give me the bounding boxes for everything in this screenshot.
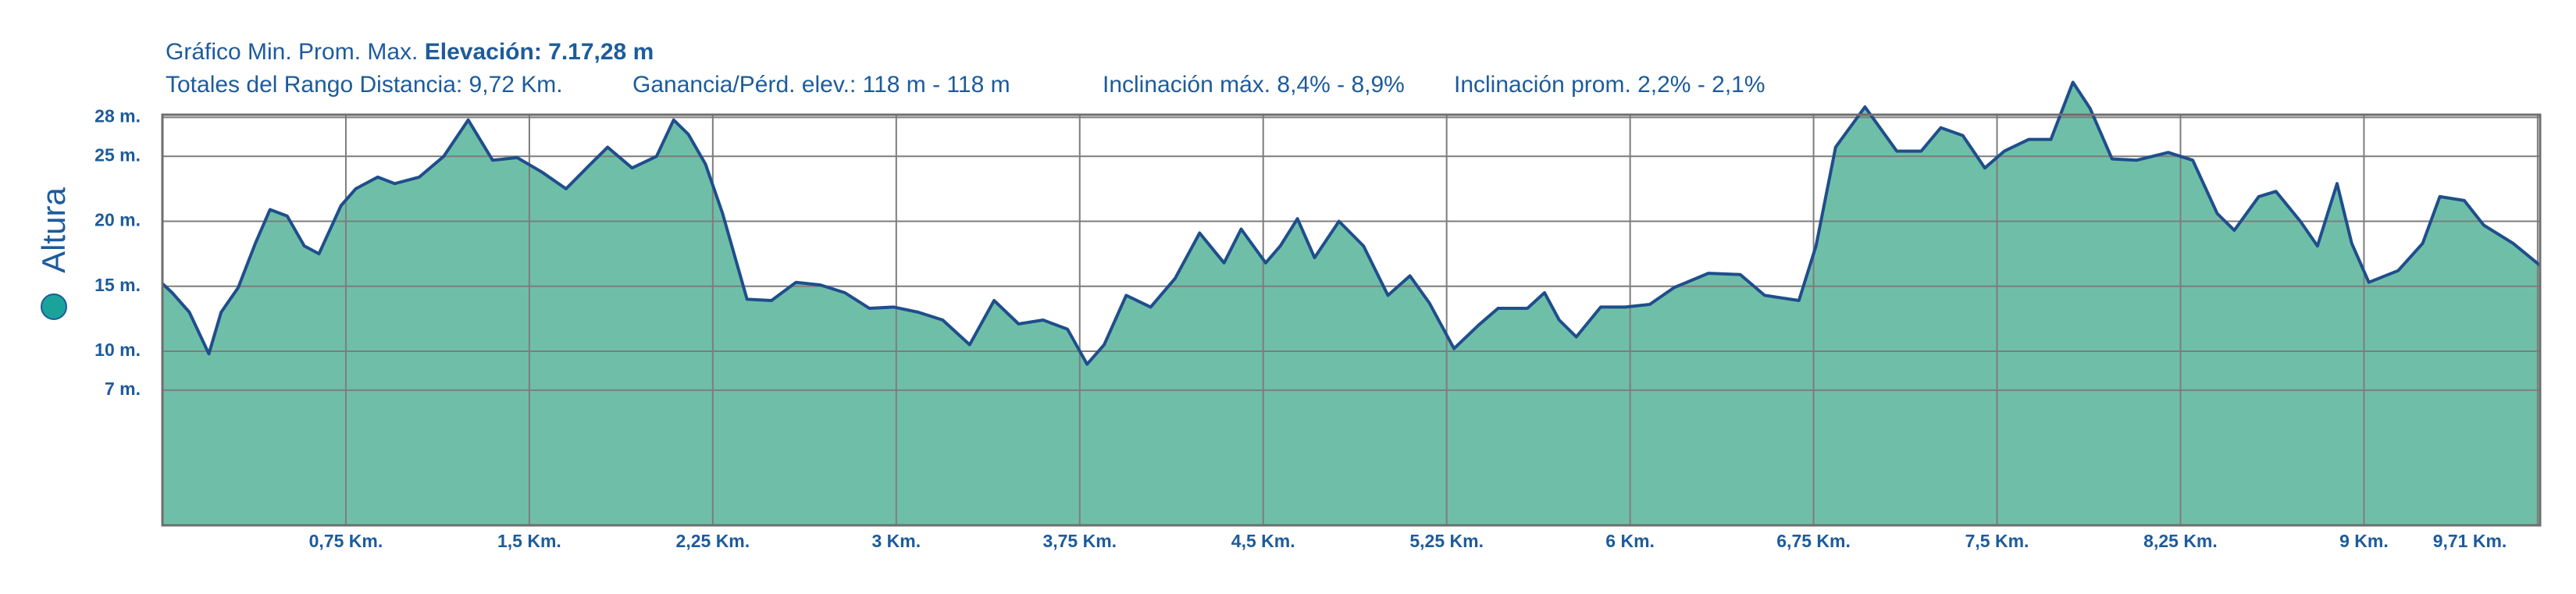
x-tick-label: 5,25 Km. [1409,531,1484,551]
x-tick-label: 4,5 Km. [1231,531,1295,551]
legend-dot [41,293,67,320]
x-tick-label: 2,25 Km. [676,531,750,551]
x-tick-label: 9 Km. [2339,531,2389,551]
area-fill [162,82,2540,525]
title-value: Elevación: 7.17,28 m [425,39,654,65]
x-tick-label: 7,5 Km. [1965,531,2029,551]
x-tick-label: 1,5 Km. [497,531,561,551]
x-tick-label: 0,75 Km. [309,531,383,551]
stat: Inclinación máx. 8,4% - 8,9% [1103,72,1405,98]
chart-title: Gráfico Min. Prom. Max. Elevación: 7.17,… [166,39,654,65]
y-tick-label: 28 m. [94,105,141,126]
elevation-line [161,80,2542,366]
stat: Ganancia/Pérd. elev.: 118 m - 118 m [632,72,1010,98]
x-tick-label: 9,71 Km. [2433,531,2507,551]
y-tick-label: 15 m. [94,275,141,295]
x-tick-label: 8,25 Km. [2143,531,2218,551]
x-tick-label: 3,75 Km. [1042,531,1117,551]
stat: Totales del Rango Distancia: 9,72 Km. [166,72,563,98]
y-tick-label: 10 m. [94,340,141,360]
x-tick-label: 3 Km. [871,531,921,551]
plot-frame [161,113,2542,527]
y-tick-label: 25 m. [94,144,141,165]
x-tick-label: 6,75 Km. [1776,531,1851,551]
x-tick-label: 6 Km. [1605,531,1655,551]
y-axis-label: Altura [35,187,72,273]
title-text: Gráfico Min. Prom. Max. [166,39,418,65]
y-tick-label: 7 m. [105,379,141,399]
stat: Inclinación prom. 2,2% - 2,1% [1454,72,1765,98]
y-tick-label: 20 m. [94,210,141,230]
